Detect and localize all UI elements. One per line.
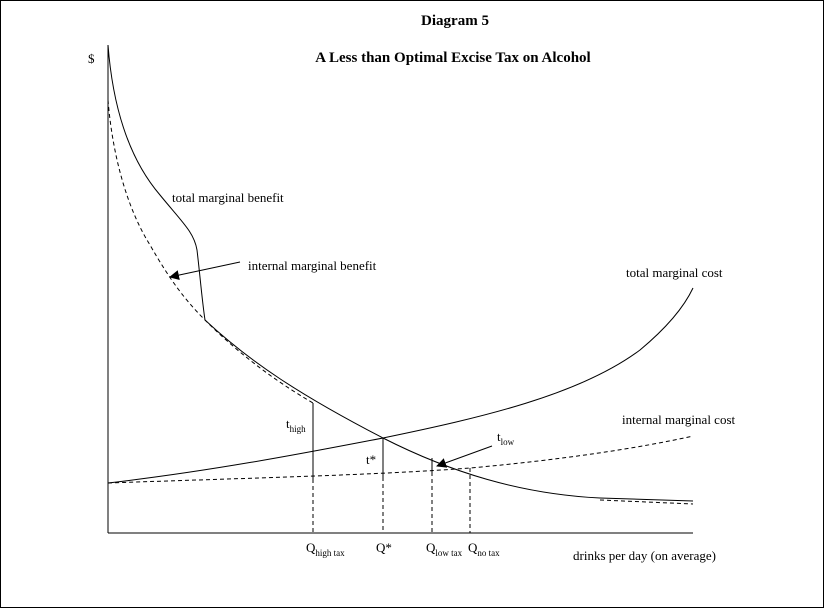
label-q-high-tax: Qhigh tax: [306, 540, 345, 558]
internal-marginal-benefit-arrow: [169, 261, 241, 281]
label-q-low-tax: Qlow tax: [426, 540, 463, 558]
label-t-high: thigh: [286, 416, 306, 434]
label-total-marginal-cost: total marginal cost: [626, 265, 723, 280]
label-t-low: tlow: [497, 429, 515, 447]
total-marginal-benefit-curve: [107, 44, 206, 321]
label-internal-marginal-benefit: internal marginal benefit: [248, 258, 377, 273]
t-low-arrow: [436, 445, 493, 468]
label-total-marginal-benefit: total marginal benefit: [172, 190, 284, 205]
diagram-subtitle: A Less than Optimal Excise Tax on Alcoho…: [315, 50, 590, 66]
marginal-benefit-lower-curve: [204, 319, 694, 502]
label-t-star: t*: [366, 452, 376, 467]
diagram-title: Diagram 5: [421, 13, 489, 29]
label-q-no-tax: Qno tax: [468, 540, 500, 558]
internal-marginal-benefit-curve: [107, 99, 314, 404]
x-axis-label: drinks per day (on average): [573, 548, 716, 563]
label-internal-marginal-cost: internal marginal cost: [622, 412, 736, 427]
internal-marginal-benefit-tail: [599, 499, 694, 505]
internal-marginal-cost-curve: [107, 435, 694, 484]
y-axis-label: $: [88, 51, 95, 66]
label-q-star: Q*: [376, 540, 392, 555]
total-marginal-cost-curve: [107, 287, 694, 484]
